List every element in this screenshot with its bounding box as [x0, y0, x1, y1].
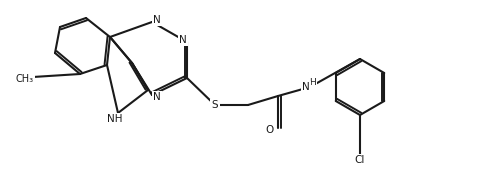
Text: N: N [179, 35, 187, 45]
Text: H: H [309, 78, 316, 87]
Text: NH: NH [107, 114, 123, 124]
Text: O: O [266, 125, 274, 135]
Text: S: S [212, 100, 218, 110]
Text: N: N [153, 92, 161, 102]
Text: N: N [153, 15, 161, 25]
Text: N: N [302, 82, 310, 92]
Text: Cl: Cl [355, 155, 365, 165]
Text: CH₃: CH₃ [16, 74, 34, 84]
